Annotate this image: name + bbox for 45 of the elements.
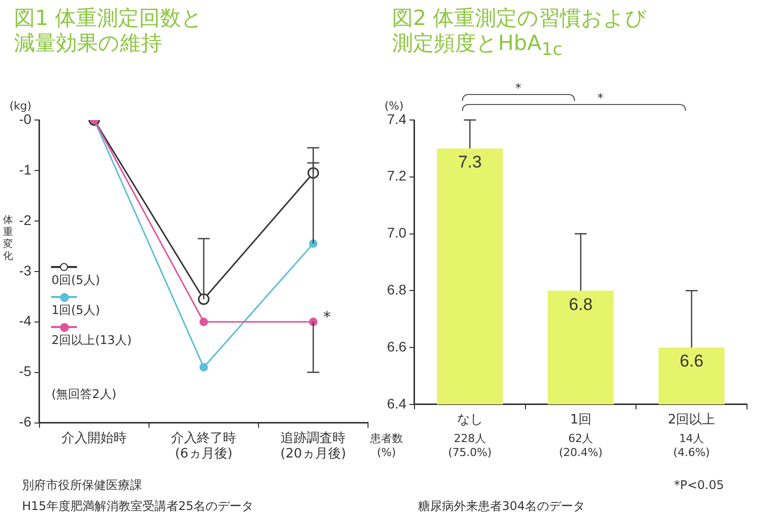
legend-label: 0回(5人) xyxy=(51,272,102,290)
text: 糖尿病外来患者304名のデータ xyxy=(418,499,585,513)
y-axis-title: (%) xyxy=(384,99,404,112)
legend-label: 2回以上(13人) xyxy=(51,332,132,350)
x-tick-label: 2回以上 xyxy=(668,412,716,428)
x-tick-label: 介入開始時 xyxy=(62,430,127,446)
data-label: 7.3 xyxy=(458,152,482,172)
point xyxy=(199,318,208,326)
y-tick-label: 6.6 xyxy=(386,338,407,354)
y-tick-label: 7.2 xyxy=(386,168,407,184)
point xyxy=(198,293,210,305)
chart-title: 図1 体重測定回数と減量効果の維持 xyxy=(14,6,204,56)
text: 別府市役所保健医療課 xyxy=(22,478,142,492)
annotation: * xyxy=(323,308,332,326)
text: 患者数 (%) xyxy=(368,432,404,460)
text: 228人 (75.0%) xyxy=(447,432,493,460)
y-tick-label: -6 xyxy=(18,414,32,430)
y-tick-label: -2 xyxy=(18,212,32,228)
x-tick-label: 1回 xyxy=(570,412,592,428)
text: * xyxy=(515,81,522,95)
point xyxy=(199,363,208,372)
text: * xyxy=(597,91,604,105)
x-tick-label: 介入終了時 (6ヵ月後) xyxy=(171,430,236,462)
y-tick-label: -0 xyxy=(18,110,32,127)
y-tick-label: 7.0 xyxy=(386,224,407,241)
y-tick-label: -3 xyxy=(18,262,32,278)
y-axis-title: (kg) xyxy=(9,99,32,112)
y-tick-label: 7.4 xyxy=(386,110,407,127)
x-tick-label: 追跡調査時 (20ヵ月後) xyxy=(280,430,346,462)
y-tick-label: -4 xyxy=(18,312,32,329)
text: 体重変化 xyxy=(3,215,14,263)
text: 62人 (20.4%) xyxy=(558,432,604,460)
y-tick-label: -1 xyxy=(18,161,32,178)
data-label: 6.8 xyxy=(568,294,593,314)
y-tick-label: 6.4 xyxy=(386,395,407,412)
y-tick-label: 6.8 xyxy=(386,282,407,298)
x-tick-label: なし xyxy=(456,412,483,428)
text: 14人 (4.6%) xyxy=(672,432,711,460)
text: *P<0.05 xyxy=(674,478,724,492)
y-tick-label: -5 xyxy=(18,363,32,380)
text: H15年度肥満解消教室受講者25名のデータ xyxy=(22,499,254,513)
chart-title: 図2 体重測定の習慣および測定頻度とHbA$_{1c}$ xyxy=(392,6,648,62)
annotation: (無回答2人) xyxy=(51,387,116,402)
legend-label: 1回(5人) xyxy=(51,302,102,320)
data-label: 6.6 xyxy=(680,352,704,371)
